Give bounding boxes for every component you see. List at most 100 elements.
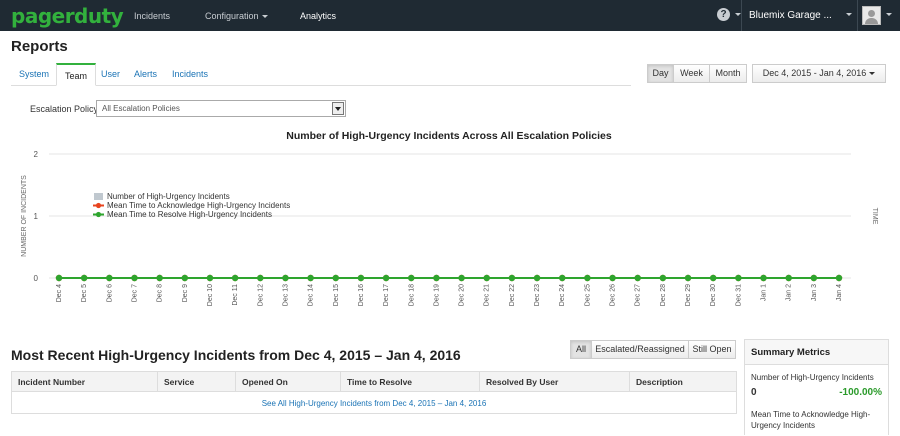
y-tick-label: 1 [34, 212, 39, 221]
chevron-down-icon[interactable] [735, 13, 741, 16]
column-header[interactable]: Resolved By User [479, 372, 630, 392]
data-point[interactable] [106, 274, 113, 282]
incidents-chart: Number of High-Urgency Incidents Across … [11, 126, 889, 326]
data-point[interactable] [735, 274, 742, 282]
data-point[interactable] [659, 274, 667, 282]
legend-marker [95, 211, 102, 218]
nav-analytics[interactable]: Analytics [300, 11, 337, 21]
recent-incidents-title: Most Recent High-Urgency Incidents from … [11, 347, 461, 363]
help-icon[interactable]: ? [717, 8, 730, 21]
data-point[interactable] [80, 274, 88, 282]
y-tick-label: 2 [34, 150, 39, 159]
data-point[interactable] [709, 274, 717, 282]
data-point[interactable] [835, 274, 843, 282]
escalation-policy-value: All Escalation Policies [102, 104, 180, 113]
filter-still-open-button[interactable]: Still Open [688, 340, 736, 359]
data-point[interactable] [433, 274, 440, 282]
nav-incidents[interactable]: Incidents [134, 11, 171, 21]
x-tick-label: Dec 27 [635, 284, 642, 306]
data-point[interactable] [458, 274, 465, 282]
data-point[interactable] [609, 274, 616, 282]
date-range-label: Dec 4, 2015 - Jan 4, 2016 [762, 68, 867, 78]
incidents-table: Incident Number Service Opened On Time t… [11, 371, 737, 414]
data-point[interactable] [559, 274, 566, 282]
pagerduty-logo[interactable]: pagerduty [11, 4, 124, 28]
data-point[interactable] [357, 274, 365, 282]
data-point[interactable] [760, 274, 767, 282]
x-tick-label: Jan 2 [786, 284, 793, 301]
data-point[interactable] [508, 274, 516, 282]
range-week-button[interactable]: Week [673, 64, 710, 83]
chevron-down-icon[interactable] [846, 13, 852, 16]
data-point[interactable] [382, 274, 390, 282]
data-point[interactable] [332, 274, 339, 282]
chevron-down-icon [869, 72, 876, 76]
data-point[interactable] [408, 274, 415, 282]
data-point[interactable] [282, 274, 289, 282]
data-point[interactable] [483, 274, 490, 282]
x-tick-label: Dec 18 [408, 284, 415, 306]
chart-y-axis-label: NUMBER OF INCIDENTS [21, 175, 28, 257]
data-point[interactable] [156, 274, 163, 282]
filter-escalated-button[interactable]: Escalated/Reassigned [591, 340, 689, 359]
data-point[interactable] [684, 274, 692, 282]
data-point[interactable] [181, 274, 189, 282]
x-tick-label: Dec 8 [157, 284, 164, 302]
avatar[interactable] [862, 6, 881, 25]
filter-all-button[interactable]: All [570, 340, 592, 359]
escalation-policy-select[interactable]: All Escalation Policies [96, 100, 346, 117]
data-point[interactable] [307, 274, 314, 282]
divider [857, 0, 858, 31]
tab-team[interactable]: Team [56, 63, 97, 86]
legend-swatch [94, 193, 103, 200]
tab-incidents[interactable]: Incidents [172, 69, 209, 79]
user-icon-body [865, 18, 878, 24]
x-tick-label: Dec 4 [56, 284, 63, 302]
data-point[interactable] [131, 274, 138, 282]
range-day-button[interactable]: Day [647, 64, 674, 83]
metric-label: Number of High-Urgency Incidents [751, 373, 874, 382]
chart-svg: Number of High-Urgency Incidents Across … [21, 130, 878, 306]
x-tick-label: Dec 16 [358, 284, 365, 306]
y-tick-label: 0 [34, 274, 39, 283]
summary-metrics-title: Summary Metrics [751, 347, 831, 358]
x-tick-label: Dec 28 [660, 284, 667, 306]
x-tick-label: Dec 24 [559, 284, 566, 306]
data-point[interactable] [533, 274, 541, 282]
report-tabs: System Team User Alerts Incidents [11, 63, 631, 86]
divider [741, 0, 742, 31]
x-tick-label: Dec 22 [509, 284, 516, 306]
legend-entry[interactable]: Mean Time to Acknowledge High-Urgency In… [107, 201, 290, 210]
column-header[interactable]: Description [629, 372, 736, 392]
tab-user[interactable]: User [101, 69, 121, 79]
x-tick-label: Dec 19 [433, 284, 440, 306]
data-point[interactable] [231, 274, 239, 282]
x-tick-label: Dec 6 [106, 284, 113, 302]
column-header[interactable]: Opened On [235, 372, 341, 392]
data-point[interactable] [55, 274, 63, 282]
tab-system[interactable]: System [19, 69, 50, 79]
x-tick-label: Dec 9 [182, 284, 189, 302]
range-month-button[interactable]: Month [709, 64, 747, 83]
column-header[interactable]: Service [157, 372, 236, 392]
data-point[interactable] [584, 274, 591, 282]
chevron-down-icon[interactable] [332, 102, 344, 115]
summary-metrics-body: Number of High-Urgency Incidents 0 -100.… [745, 364, 888, 436]
account-switcher[interactable]: Bluemix Garage ... [749, 10, 832, 21]
data-point[interactable] [785, 274, 792, 282]
data-point[interactable] [206, 274, 214, 282]
date-range-picker[interactable]: Dec 4, 2015 - Jan 4, 2016 [752, 64, 886, 83]
data-point[interactable] [634, 274, 641, 282]
legend-entry[interactable]: Mean Time to Resolve High-Urgency Incide… [107, 210, 272, 219]
column-header[interactable]: Incident Number [18, 377, 86, 387]
chevron-down-icon[interactable] [886, 13, 892, 16]
legend-entry[interactable]: Number of High-Urgency Incidents [107, 192, 230, 201]
see-all-incidents-link[interactable]: See All High-Urgency Incidents from Dec … [261, 399, 487, 408]
data-point[interactable] [257, 274, 264, 282]
data-point[interactable] [810, 274, 818, 282]
escalation-policy-label: Escalation Policy: [30, 104, 101, 114]
nav-configuration[interactable]: Configuration [205, 11, 268, 21]
x-tick-label: Jan 1 [761, 284, 768, 301]
tab-alerts[interactable]: Alerts [134, 69, 158, 79]
column-header[interactable]: Time to Resolve [340, 372, 480, 392]
